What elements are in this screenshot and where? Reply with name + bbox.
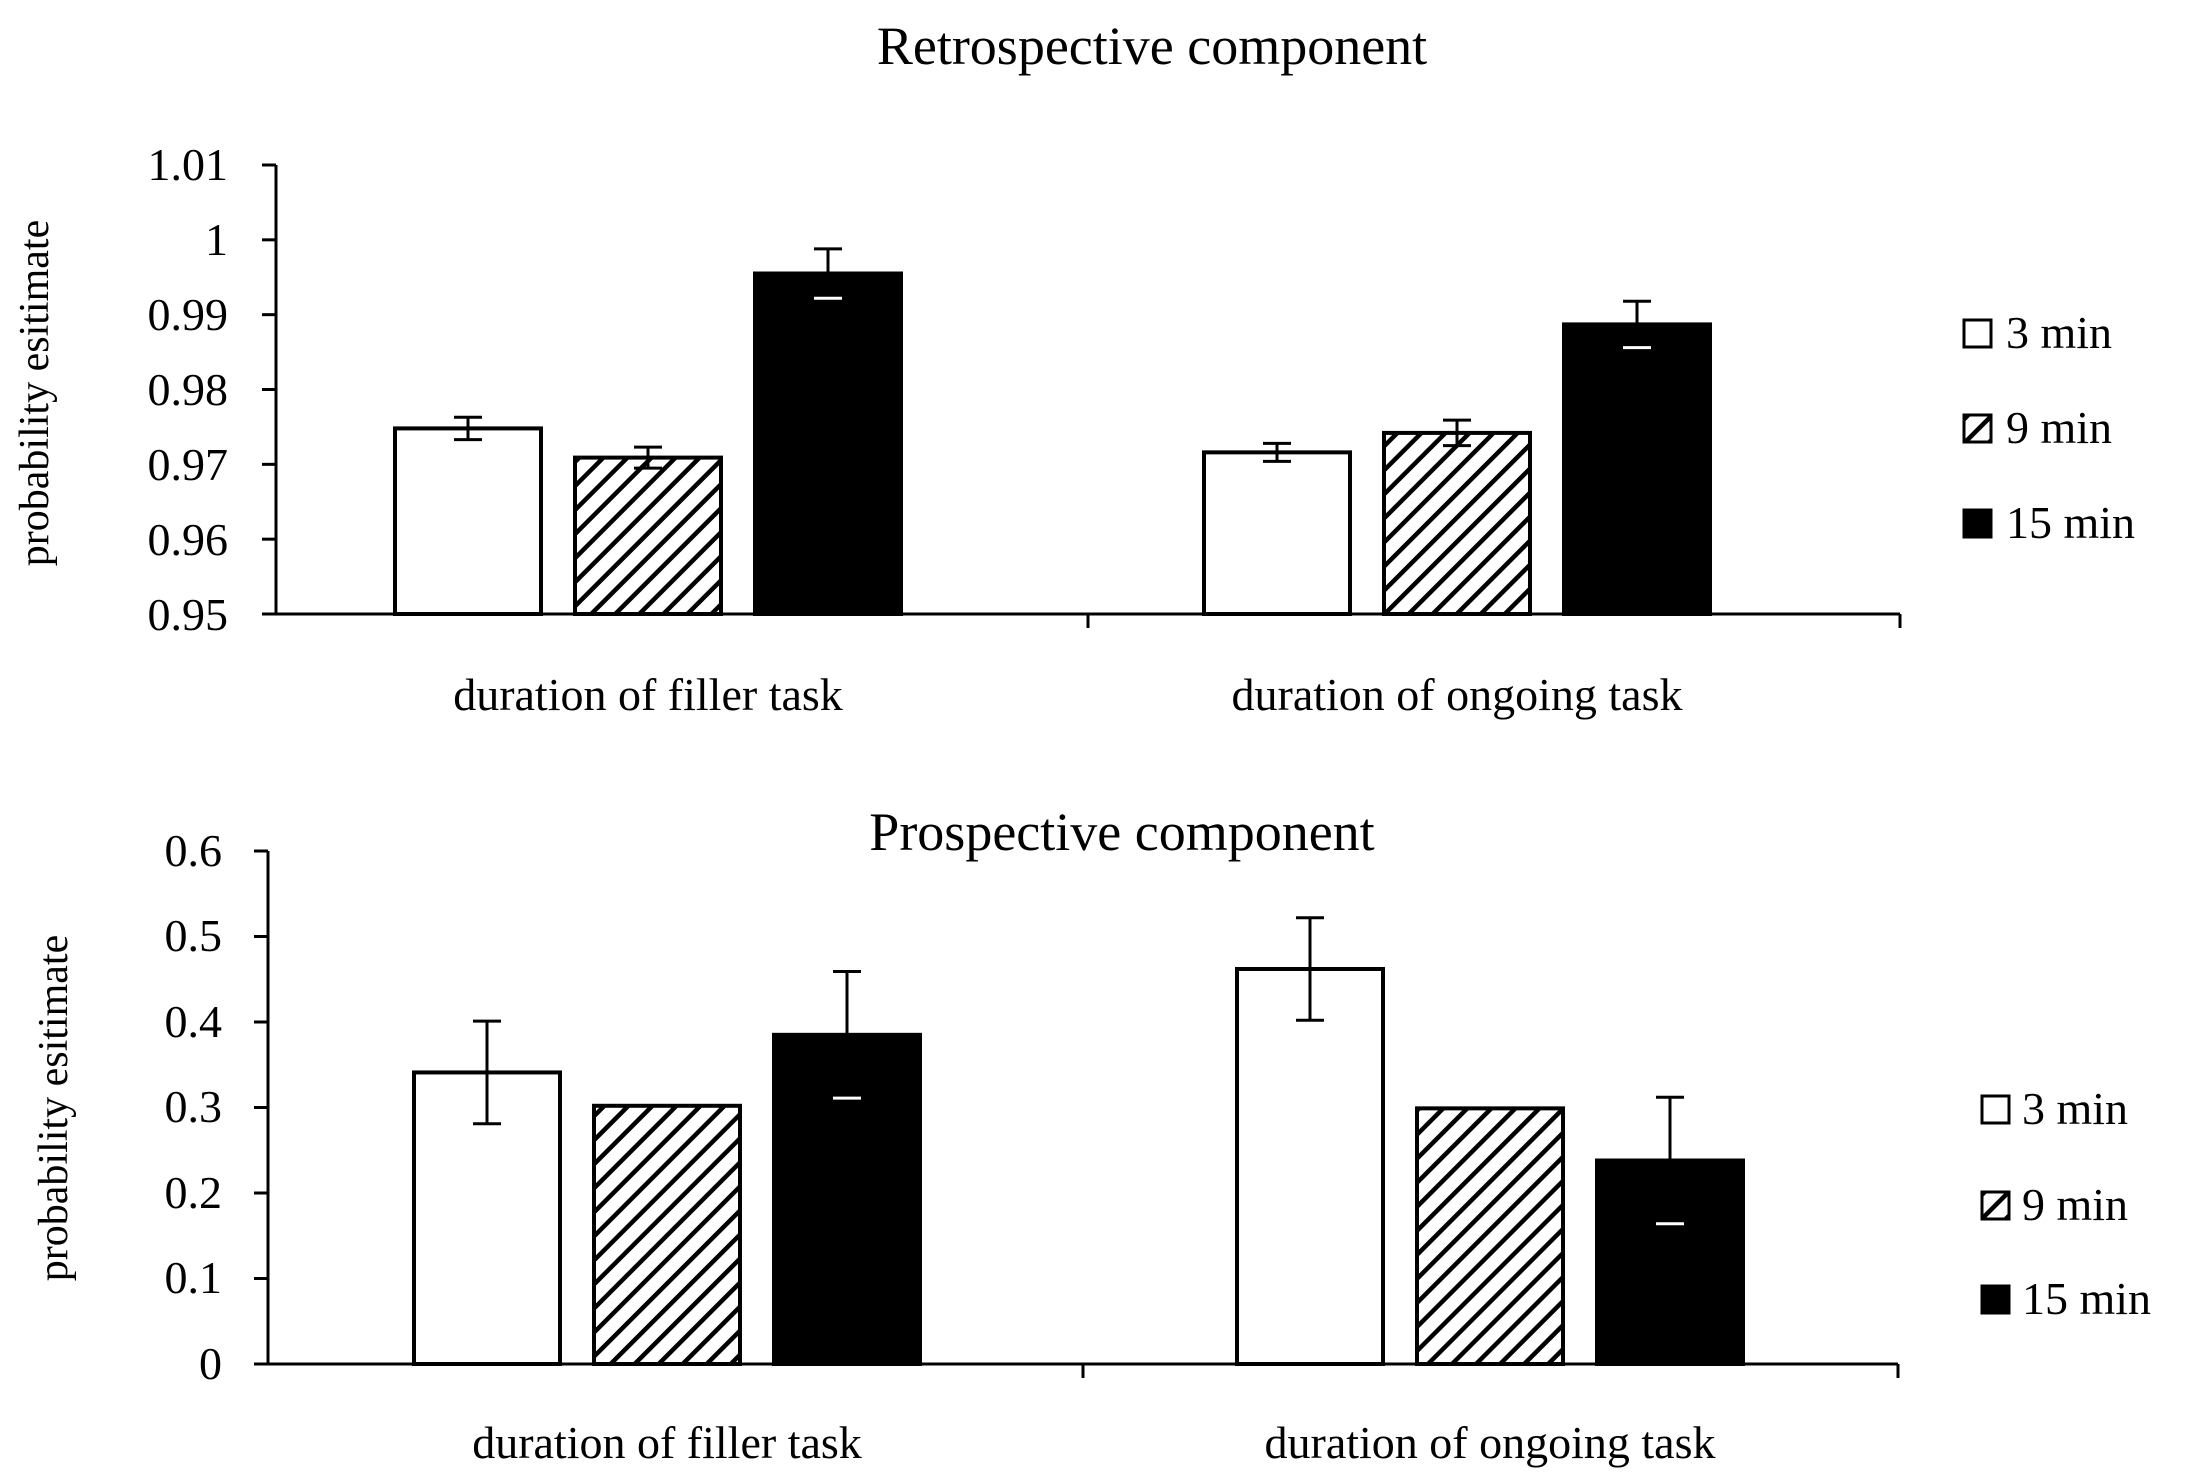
bar (592, 1103, 742, 1367)
bar (753, 271, 903, 616)
y-tick-label: 0 (199, 1338, 222, 1389)
legend-label: 9 min (2006, 402, 2112, 453)
y-tick-label: 1 (205, 214, 228, 265)
legend-label: 9 min (2022, 1179, 2128, 1230)
y-axis-label: probability esitimate (12, 220, 58, 566)
error-bar (1656, 1095, 1684, 1226)
legend-item: 15 min (1980, 1273, 2151, 1324)
error-bar (1623, 299, 1651, 350)
x-category-label: duration of filler task (453, 669, 843, 720)
bar (1202, 450, 1352, 616)
legend-item: 3 min (1980, 1083, 2128, 1134)
x-category-label: duration of filler task (472, 1417, 862, 1468)
bar (1382, 430, 1532, 616)
error-bar (473, 1019, 501, 1126)
y-tick-labels: 0.95 0.96 0.97 0.98 0.99 1 1.01 (148, 139, 229, 640)
y-tick-label: 0.4 (165, 996, 223, 1047)
retrospective-chart: Retrospective component probability esit… (12, 16, 2135, 720)
y-tick-label: 0.2 (165, 1167, 223, 1218)
y-tick-label: 0.95 (148, 589, 229, 640)
legend-label: 15 min (2006, 497, 2135, 548)
legend-label: 3 min (2022, 1083, 2128, 1134)
legend-swatch (1962, 508, 1993, 539)
error-bar (1263, 441, 1291, 463)
y-tick-label: 0.99 (148, 289, 229, 340)
legend-swatch (1962, 318, 1993, 349)
y-tick-label: 0.6 (165, 825, 223, 876)
y-tick-label: 0.98 (148, 364, 229, 415)
y-tick-label: 0.1 (165, 1252, 223, 1303)
bar (1415, 1106, 1565, 1366)
bar (393, 426, 543, 616)
error-bar (634, 445, 662, 470)
legend: 3 min 9 min 15 min (1980, 1083, 2151, 1324)
legend-swatch (1980, 1094, 2011, 1125)
error-bar (1443, 418, 1471, 448)
y-tick-labels: 0 0.1 0.2 0.3 0.4 0.5 0.6 (165, 825, 223, 1389)
x-category-label: duration of ongoing task (1265, 1417, 1716, 1468)
legend-item: 9 min (1962, 402, 2112, 453)
bars (412, 916, 1745, 1367)
prospective-chart: Prospective component probability esitim… (31, 802, 2151, 1468)
legend-swatch (1980, 1284, 2011, 1315)
legend-label: 15 min (2022, 1273, 2151, 1324)
legend: 3 min 9 min 15 min (1962, 307, 2135, 548)
error-bar (814, 247, 842, 300)
bar (573, 455, 723, 616)
legend-swatch (1980, 1190, 2011, 1221)
bars (393, 247, 1712, 616)
y-tick-label: 0.97 (148, 439, 229, 490)
y-tick-label: 0.96 (148, 514, 229, 565)
error-bar (833, 970, 861, 1100)
legend-swatch (1962, 413, 1993, 444)
x-category-label: duration of ongoing task (1232, 669, 1683, 720)
chart-title: Prospective component (869, 802, 1374, 862)
legend-item: 9 min (1980, 1179, 2128, 1230)
bar (1235, 966, 1385, 1366)
chart-title: Retrospective component (877, 16, 1427, 76)
y-tick-label: 0.3 (165, 1081, 223, 1132)
legend-item: 15 min (1962, 497, 2135, 548)
legend-item: 3 min (1962, 307, 2112, 358)
y-tick-label: 1.01 (148, 139, 229, 190)
error-bar (1296, 916, 1324, 1022)
bar (1562, 322, 1712, 616)
y-axis-label: probability esitimate (31, 935, 77, 1281)
legend-label: 3 min (2006, 307, 2112, 358)
y-tick-label: 0.5 (165, 910, 223, 961)
error-bar (454, 415, 482, 442)
